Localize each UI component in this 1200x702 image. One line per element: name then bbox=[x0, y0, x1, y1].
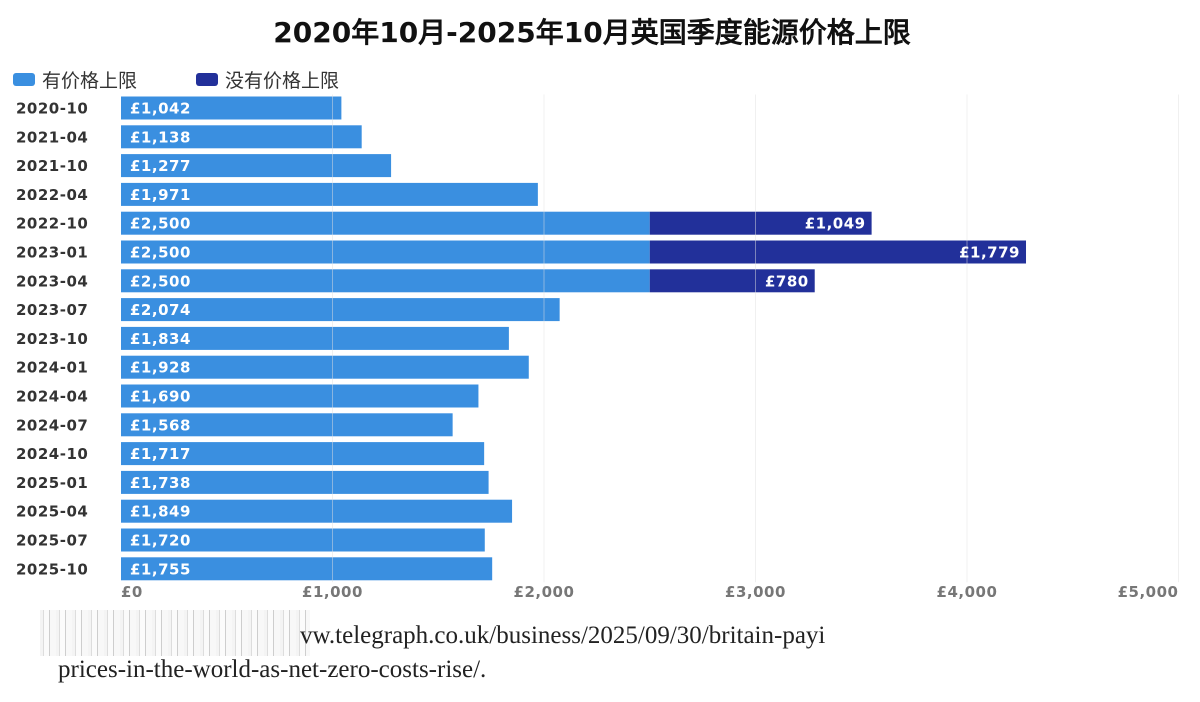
category-label-2023-01: 2023-01 bbox=[16, 244, 88, 262]
chart-title: 2020年10月-2025年10月英国季度能源价格上限 bbox=[273, 16, 910, 49]
legend-label-0: 有价格上限 bbox=[42, 70, 137, 92]
value-label-2023-10-series-0: £1,834 bbox=[130, 330, 191, 348]
value-label-2021-04-series-0: £1,138 bbox=[130, 128, 191, 146]
value-label-2025-01-series-0: £1,738 bbox=[130, 474, 191, 492]
bar-2022-10-series-1 bbox=[649, 211, 872, 235]
bar-2022-10-series-0 bbox=[121, 211, 650, 235]
value-label-2023-04-series-1: £780 bbox=[765, 272, 809, 290]
bar-2021-04-series-0 bbox=[121, 125, 362, 149]
category-label-2022-04: 2022-04 bbox=[16, 186, 88, 204]
value-label-2023-07-series-0: £2,074 bbox=[130, 301, 191, 319]
category-label-2021-10: 2021-10 bbox=[16, 157, 88, 175]
legend-label-1: 没有价格上限 bbox=[225, 70, 339, 92]
source-smudge bbox=[40, 610, 310, 656]
legend-swatch-0 bbox=[13, 73, 35, 86]
bar-2023-01-series-1 bbox=[649, 240, 1027, 264]
x-tick-label-3000: £3,000 bbox=[725, 583, 786, 601]
value-label-2025-04-series-0: £1,849 bbox=[130, 503, 191, 521]
bar-2024-01-series-0 bbox=[121, 355, 529, 379]
bar-2023-07-series-0 bbox=[121, 298, 560, 322]
bar-2025-04-series-0 bbox=[121, 499, 513, 523]
x-tick-label-2000: £2,000 bbox=[514, 583, 575, 601]
bar-2023-01-series-0 bbox=[121, 240, 650, 264]
bars: £1,042 £1,138 £1,277 £1,971 £2,500 £1,049 £2,5… bbox=[121, 96, 1027, 581]
source-url-line-1: vw.telegraph.co.uk/business/2025/09/30/b… bbox=[300, 622, 826, 649]
category-label-2025-10: 2025-10 bbox=[16, 560, 88, 578]
x-axis-tick-labels: £0 £1,000 £2,000 £3,000 £4,000 £5,000 bbox=[121, 583, 1179, 601]
bar-2024-10-series-0 bbox=[121, 442, 485, 466]
legend: 有价格上限 没有价格上限 bbox=[13, 70, 339, 92]
category-label-2024-01: 2024-01 bbox=[16, 359, 88, 377]
x-tick-label-5000: £5,000 bbox=[1118, 583, 1179, 601]
category-label-2024-07: 2024-07 bbox=[16, 416, 88, 434]
bar-2023-10-series-0 bbox=[121, 326, 509, 350]
category-label-2025-04: 2025-04 bbox=[16, 503, 88, 521]
category-label-2024-10: 2024-10 bbox=[16, 445, 88, 463]
x-tick-label-4000: £4,000 bbox=[937, 583, 998, 601]
value-label-2023-01-series-1: £1,779 bbox=[959, 244, 1020, 262]
value-label-2025-07-series-0: £1,720 bbox=[130, 532, 191, 550]
bar-2024-04-series-0 bbox=[121, 384, 479, 408]
category-label-2023-07: 2023-07 bbox=[16, 301, 88, 319]
category-label-2023-04: 2023-04 bbox=[16, 272, 88, 290]
bar-2025-01-series-0 bbox=[121, 470, 489, 494]
x-tick-label-1000: £1,000 bbox=[302, 583, 363, 601]
value-label-2022-10-series-0: £2,500 bbox=[130, 215, 191, 233]
bar-2023-04-series-0 bbox=[121, 269, 650, 293]
value-label-2024-07-series-0: £1,568 bbox=[130, 416, 191, 434]
value-label-2022-10-series-1: £1,049 bbox=[805, 215, 866, 233]
value-label-2022-04-series-0: £1,971 bbox=[130, 186, 191, 204]
category-label-2020-10: 2020-10 bbox=[16, 100, 88, 118]
value-label-2021-10-series-0: £1,277 bbox=[130, 157, 191, 175]
category-label-2024-04: 2024-04 bbox=[16, 388, 88, 406]
source-url-line-2: prices-in-the-world-as-net-zero-costs-ri… bbox=[58, 656, 487, 683]
grid-lines bbox=[332, 94, 1179, 583]
category-label-2022-10: 2022-10 bbox=[16, 215, 88, 233]
value-label-2023-04-series-0: £2,500 bbox=[130, 272, 191, 290]
category-labels: 2020-10 2021-04 2021-10 2022-04 2022-10 2023-… bbox=[16, 100, 88, 579]
legend-swatch-1 bbox=[196, 73, 218, 86]
category-label-2025-07: 2025-07 bbox=[16, 532, 88, 550]
value-label-2024-10-series-0: £1,717 bbox=[130, 445, 191, 463]
bar-2025-10-series-0 bbox=[121, 557, 493, 581]
bar-2020-10-series-0 bbox=[121, 96, 342, 120]
x-tick-label-0: £0 bbox=[121, 583, 143, 601]
bar-2023-04-series-1 bbox=[649, 269, 815, 293]
value-label-2024-01-series-0: £1,928 bbox=[130, 359, 191, 377]
bar-chart: 2020年10月-2025年10月英国季度能源价格上限 有价格上限 没有价格上限 … bbox=[13, 16, 1179, 601]
bar-2021-10-series-0 bbox=[121, 154, 392, 178]
value-label-2025-10-series-0: £1,755 bbox=[130, 560, 191, 578]
category-label-2023-10: 2023-10 bbox=[16, 330, 88, 348]
value-label-2020-10-series-0: £1,042 bbox=[130, 100, 191, 118]
bar-2025-07-series-0 bbox=[121, 528, 485, 552]
category-label-2021-04: 2021-04 bbox=[16, 128, 88, 146]
value-label-2024-04-series-0: £1,690 bbox=[130, 388, 191, 406]
value-label-2023-01-series-0: £2,500 bbox=[130, 244, 191, 262]
bar-2024-07-series-0 bbox=[121, 413, 453, 437]
bar-2022-04-series-0 bbox=[121, 182, 538, 206]
category-label-2025-01: 2025-01 bbox=[16, 474, 88, 492]
